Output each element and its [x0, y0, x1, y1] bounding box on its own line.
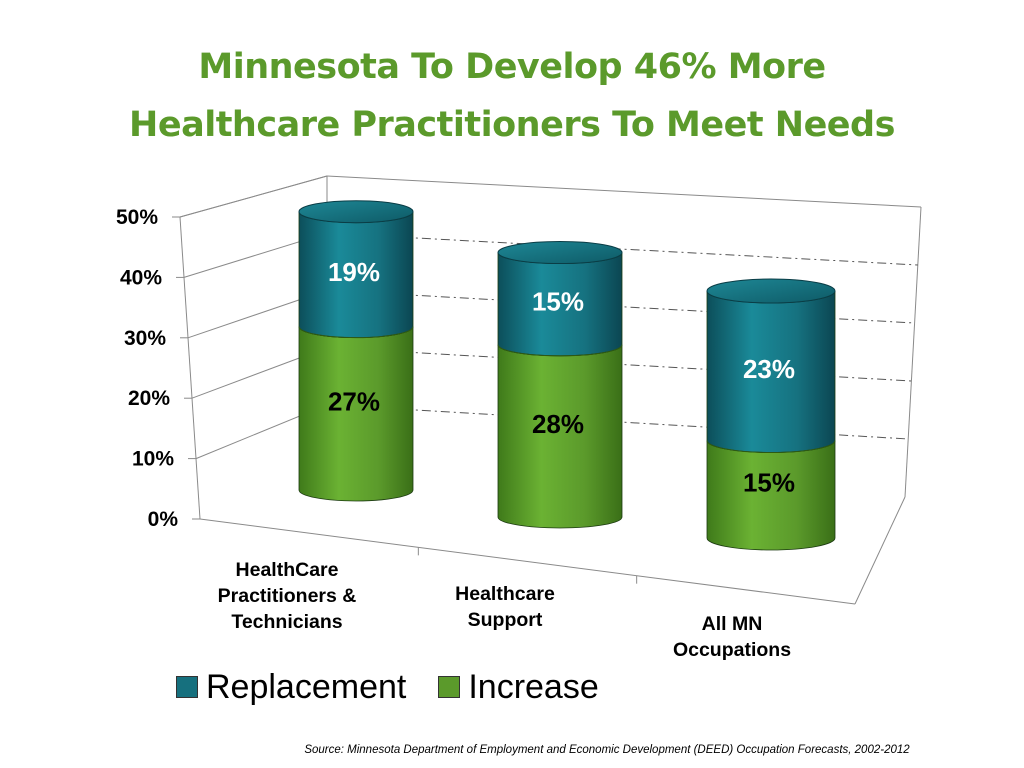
bar-top-cap: [298, 200, 414, 224]
gridline-back: [326, 232, 918, 266]
chart-title-line2: Healthcare Practitioners To Meet Needs: [129, 105, 895, 145]
frame-edge-back-right: [904, 206, 922, 498]
bar-group: 27% 19%: [298, 200, 414, 502]
legend-label-replacement: Replacement: [206, 667, 407, 706]
legend: Replacement Increase: [176, 664, 631, 710]
y-tick-label: 40%: [120, 266, 162, 289]
legend-swatch-replacement: [176, 676, 198, 698]
legend-item-replacement: Replacement: [176, 668, 406, 707]
y-axis: 0% 10% 20% 30% 40% 50%: [116, 206, 200, 531]
data-label-replacement: 15%: [532, 287, 584, 317]
bar-group: 15% 23%: [706, 278, 836, 551]
y-tick-label: 30%: [124, 327, 166, 350]
legend-item-increase: Increase: [438, 667, 599, 707]
bars: 27% 19% 28% 15% 15% 23%: [298, 200, 836, 551]
chart-frame: [179, 175, 922, 605]
data-label-increase: 28%: [532, 409, 584, 439]
chart-title: Minnesota To Develop 46% More Healthcare…: [0, 38, 1024, 154]
floor-edge-right: [854, 496, 906, 605]
y-tick-label: 0%: [148, 508, 179, 531]
bar-seam: [497, 344, 623, 357]
floor-edge-front: [199, 518, 856, 605]
x-tick-label-line: Technicians: [231, 611, 342, 633]
x-tick-label-line: Occupations: [673, 639, 791, 661]
y-tick-label: 20%: [128, 387, 170, 410]
data-label-replacement: 19%: [328, 257, 380, 287]
bar-top-cap: [497, 241, 623, 265]
chart-title-line1: Minnesota To Develop 46% More: [198, 47, 826, 87]
source-note: Source: Minnesota Department of Employme…: [304, 744, 910, 756]
x-tick-label: HealthCare Practitioners & Technicians: [218, 559, 357, 633]
frame-edge-top-back: [326, 175, 922, 208]
legend-swatch-increase: [438, 676, 461, 698]
y-tick-label: 10%: [132, 448, 174, 471]
y-tick-label: 50%: [116, 206, 158, 229]
x-tick-label: Healthcare Support: [455, 583, 555, 631]
data-label-increase: 27%: [328, 386, 380, 416]
x-tick-label-line: Support: [468, 609, 543, 631]
data-label-increase: 15%: [743, 467, 795, 497]
bar-top-cap: [706, 278, 836, 304]
x-tick-label-line: Practitioners &: [218, 585, 357, 607]
legend-label-increase: Increase: [468, 667, 599, 706]
x-tick-label-line: HealthCare: [236, 559, 339, 581]
gridline-side: [179, 175, 328, 218]
bar-seam: [706, 440, 836, 453]
x-tick-label-line: All MN: [702, 613, 763, 635]
x-tick-label-line: Healthcare: [455, 583, 555, 605]
x-tick-label: All MN Occupations: [673, 613, 791, 661]
frame-edge-front-left: [179, 216, 201, 520]
bar-seam: [298, 326, 414, 339]
data-label-replacement: 23%: [743, 354, 795, 384]
gridline-back: [326, 289, 915, 324]
bar-group: 28% 15%: [497, 241, 623, 529]
